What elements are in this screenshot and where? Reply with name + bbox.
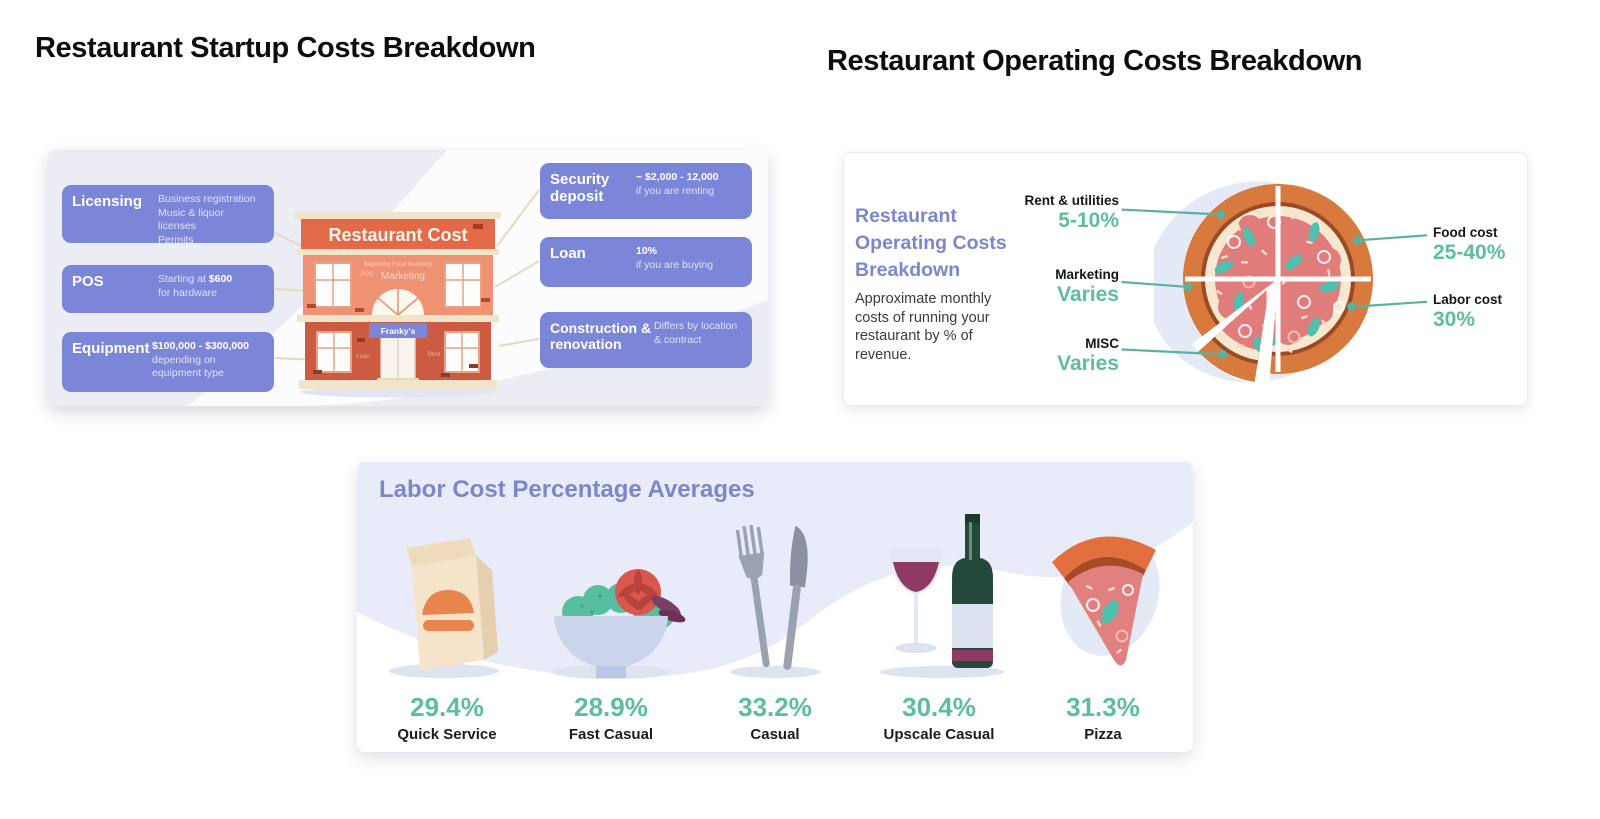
building-shadow	[300, 386, 496, 398]
faint-text-rent: Rent	[428, 352, 441, 358]
salad-bowl-icon	[551, 569, 686, 679]
licensing-label: Licensing	[72, 193, 143, 210]
loan-detail: 10% if you are buying	[636, 245, 714, 271]
arch-window	[372, 289, 424, 316]
labor-item-fast-casual: 28.9% Fast Casual	[529, 512, 693, 743]
faint-text-pos: POS	[361, 272, 374, 278]
equipment-label: Equipment	[72, 340, 150, 357]
sign-band	[301, 219, 495, 249]
labor-category: Quick Service	[397, 726, 497, 743]
labor-category: Casual	[750, 726, 800, 743]
operating-panel-description: Approximate monthly costs of running you…	[855, 291, 992, 363]
security-deposit-detail: ~ $2,000 - 12,000 if you are renting	[636, 171, 719, 197]
labor-percentage: 29.4%	[410, 692, 484, 722]
labor-panel-heading: Labor Cost Percentage Averages	[379, 476, 755, 503]
licensing-cost-box: Licensing Business registration Music & …	[62, 185, 274, 246]
building-sign-text: Restaurant Cost	[328, 225, 467, 245]
labor-cost-infographic: Labor Cost Percentage Averages 29.4% Qui…	[357, 462, 1193, 752]
construction-detail: Differs by location & contract	[654, 320, 738, 346]
startup-infographic-title: Restaurant Startup Costs Breakdown	[35, 32, 536, 64]
loan-cost-box: Loan 10% if you are buying	[540, 237, 752, 287]
construction-label: Construction & renovation	[550, 320, 652, 352]
equipment-cost-box: Equipment $100,000 - $300,000 depending …	[62, 332, 274, 392]
callout-lines	[1121, 208, 1428, 359]
wine-bottle	[952, 514, 993, 668]
construction-renovation-cost-box: Construction & renovation Differs by loc…	[540, 312, 752, 368]
upper-left-window	[314, 262, 352, 308]
labor-item-quick-service: 29.4% Quick Service	[365, 512, 529, 743]
upper-right-window	[444, 262, 482, 308]
labor-percentage: 28.9%	[574, 692, 648, 722]
wine-glass	[890, 548, 942, 653]
security-deposit-label: Security deposit	[550, 171, 610, 205]
lower-left-window	[316, 331, 352, 373]
labor-cost-callout: Labor cost 30%	[1433, 292, 1503, 331]
equipment-detail: $100,000 - $300,000 depending on equipme…	[152, 340, 249, 379]
pos-cost-box: POS Starting at $600 for hardware	[62, 265, 274, 313]
labor-percentage: 31.3%	[1066, 692, 1140, 722]
misc-callout: MISC Varies	[1057, 336, 1119, 375]
labor-item-pizza: 31.3% Pizza	[1021, 512, 1185, 743]
labor-category: Upscale Casual	[883, 726, 995, 743]
fork-knife-icon	[730, 524, 820, 678]
faint-text-marketing: Marketing	[381, 271, 425, 282]
pizza-pie-illustration	[1154, 181, 1373, 387]
operating-costs-infographic: Restaurant Operating Costs Breakdown App…	[843, 152, 1528, 406]
marketing-callout: Marketing Varies	[1055, 267, 1119, 306]
labor-item-upscale-casual: 30.4% Upscale Casual	[857, 512, 1021, 743]
pos-label: POS	[72, 273, 104, 290]
security-deposit-cost-box: Security deposit ~ $2,000 - 12,000 if yo…	[540, 163, 752, 219]
food-cost-callout: Food cost 25-40%	[1433, 225, 1506, 264]
loan-label: Loan	[550, 245, 586, 262]
takeout-bag-icon	[389, 538, 499, 678]
faint-text-inventory: Beginning Food Inventory	[364, 262, 432, 268]
startup-costs-infographic: Restaurant Cost Beginning Food Inventory…	[47, 150, 768, 406]
labor-percentage: 30.4%	[902, 692, 976, 722]
pizza-slice-icon	[1052, 534, 1160, 666]
pos-detail: Starting at $600 for hardware	[158, 273, 233, 299]
faint-text-loan: Loan	[356, 354, 369, 360]
labor-category: Fast Casual	[568, 726, 654, 743]
labor-percentage: 33.2%	[738, 692, 812, 722]
licensing-detail: Business registration Music & liquor lic…	[158, 193, 256, 246]
rent-utilities-callout: Rent & utilities 5-10%	[1024, 193, 1119, 232]
storefront-sign: Franky's	[369, 323, 427, 338]
storefront-sign-text: Franky's	[381, 326, 416, 336]
wine-bottle-glass-icon	[880, 514, 1004, 678]
labor-item-casual: 33.2% Casual	[693, 512, 857, 743]
operating-panel-heading: Restaurant Operating Costs Breakdown	[855, 205, 1007, 281]
restaurant-building-illustration: Restaurant Cost Beginning Food Inventory…	[295, 212, 501, 398]
labor-category: Pizza	[1084, 726, 1122, 743]
operating-infographic-title: Restaurant Operating Costs Breakdown	[827, 45, 1363, 77]
